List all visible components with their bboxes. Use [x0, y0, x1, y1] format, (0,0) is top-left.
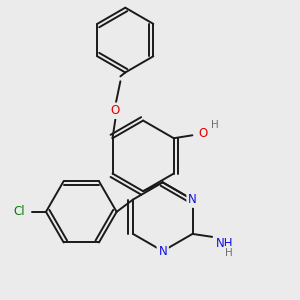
Text: Cl: Cl [14, 205, 25, 218]
Text: H: H [211, 121, 219, 130]
Text: H: H [225, 248, 233, 258]
Text: NH: NH [216, 237, 234, 250]
Text: N: N [158, 244, 167, 258]
Text: N: N [188, 193, 197, 206]
Text: O: O [111, 104, 120, 117]
Text: O: O [199, 127, 208, 140]
